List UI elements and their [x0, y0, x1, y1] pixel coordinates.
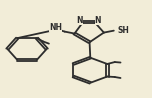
Text: N: N: [76, 16, 83, 25]
Text: N: N: [95, 16, 101, 25]
Text: SH: SH: [117, 26, 130, 35]
Text: NH: NH: [49, 23, 62, 32]
